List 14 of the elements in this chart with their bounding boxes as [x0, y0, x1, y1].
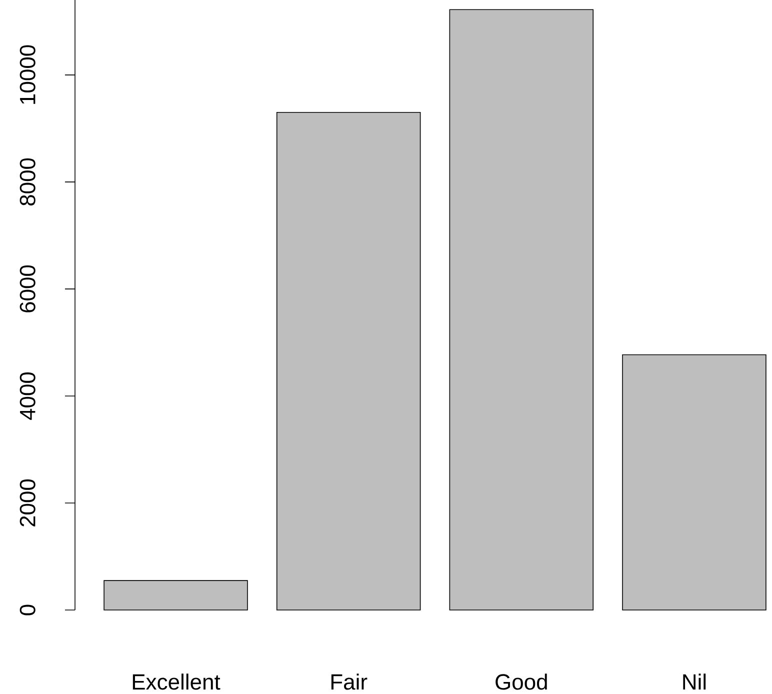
y-tick-label: 4000 — [20, 372, 36, 420]
y-tick-label: 0 — [20, 604, 36, 616]
y-tick-label: 8000 — [20, 158, 36, 206]
bar — [104, 580, 248, 610]
x-tick-label: Fair — [331, 674, 368, 690]
bar — [622, 354, 766, 610]
x-tick-label: Excellent — [132, 674, 220, 690]
y-tick-label: 6000 — [20, 265, 36, 312]
y-tick-label: 2000 — [20, 479, 36, 526]
bar — [449, 9, 594, 610]
x-tick-label: Good — [496, 674, 547, 690]
x-tick-label: Nil — [683, 674, 706, 690]
bar — [276, 112, 421, 610]
y-tick-label: 10000 — [20, 45, 36, 104]
